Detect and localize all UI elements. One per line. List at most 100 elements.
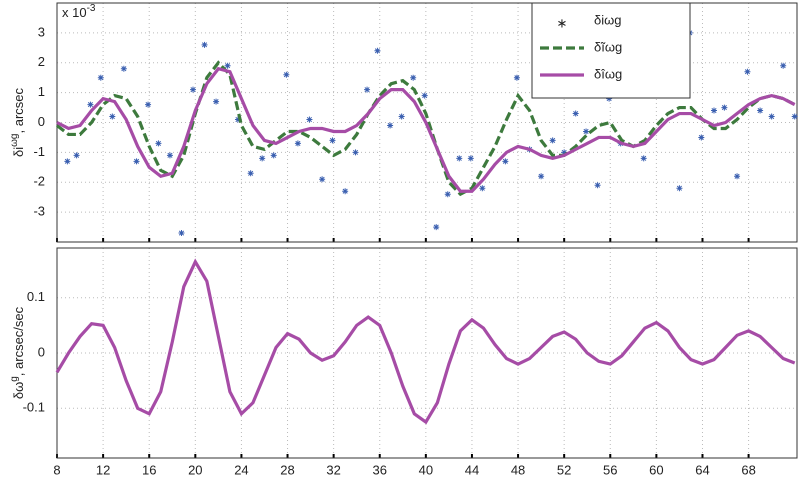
y-tick-label: -3 xyxy=(33,204,45,219)
x-tick-label: 56 xyxy=(603,462,617,477)
scatter-star xyxy=(73,152,80,159)
legend-box xyxy=(531,2,691,99)
x-tick-label: 68 xyxy=(741,462,755,477)
scatter-star xyxy=(711,107,718,114)
y-tick-label: 2 xyxy=(38,54,45,69)
scatter-star xyxy=(270,152,277,159)
scatter-star xyxy=(538,173,545,180)
x-tick-label: 36 xyxy=(373,462,387,477)
legend-symbol: ∗ xyxy=(557,15,568,30)
scatter-star xyxy=(259,155,266,162)
series-line xyxy=(56,66,796,193)
legend: ∗ δiωg δĩωg δîωg xyxy=(531,2,691,99)
y-axis-label-rest: , arcsec xyxy=(11,87,26,133)
y-tick-label: 0 xyxy=(38,114,45,129)
scatter-star xyxy=(364,86,371,93)
axis-multiplier: x 10-3 xyxy=(62,3,96,21)
scatter-star xyxy=(190,86,197,93)
x-tick-label: 48 xyxy=(511,462,525,477)
x-tick-label: 44 xyxy=(465,462,479,477)
scatter-star xyxy=(676,185,683,192)
legend-label: δĩωg xyxy=(594,39,622,54)
scatter-star xyxy=(247,170,254,177)
axis-multiplier-base: x 10 xyxy=(62,5,87,20)
scatter-star xyxy=(109,113,116,120)
series-line xyxy=(56,60,796,197)
scatter-star xyxy=(329,137,336,144)
scatter-star xyxy=(87,101,94,108)
y-tick-label: 3 xyxy=(38,24,45,39)
scatter-star xyxy=(145,101,152,108)
scatter-star xyxy=(224,62,231,69)
scatter-star xyxy=(640,155,647,162)
scatter-star xyxy=(64,158,71,165)
scatter-star xyxy=(97,74,104,81)
scatter-star xyxy=(744,68,751,75)
scatter-star xyxy=(133,158,140,165)
scatter-star xyxy=(572,110,579,117)
x-tick-label: 12 xyxy=(96,462,110,477)
x-tick-label: 24 xyxy=(234,462,248,477)
y-tick-label: 1 xyxy=(38,84,45,99)
scatter-star xyxy=(549,137,556,144)
scatter-star xyxy=(791,113,798,120)
scatter-star xyxy=(421,92,428,99)
axis-multiplier-sup: -3 xyxy=(87,3,96,14)
series-line xyxy=(55,258,796,425)
scatter-star xyxy=(319,176,326,183)
x-tick-label: 64 xyxy=(695,462,709,477)
scatter-star xyxy=(201,41,208,48)
y-axis-label-base: δω xyxy=(11,382,26,399)
scatter-star xyxy=(444,191,451,198)
scatter-star xyxy=(768,113,775,120)
scatter-star xyxy=(342,188,349,195)
x-tick-label: 32 xyxy=(326,462,340,477)
scatter-star xyxy=(234,116,241,123)
scatter-star xyxy=(387,122,394,129)
y-axis-label: δiωg, arcsec xyxy=(9,87,27,157)
scatter-star xyxy=(410,74,417,81)
scatter-star xyxy=(757,107,764,114)
scatter-star xyxy=(721,104,728,111)
scatter-star xyxy=(433,224,440,231)
y-tick-label: -2 xyxy=(33,174,45,189)
scatter-star xyxy=(479,185,486,192)
x-tick-label: 40 xyxy=(419,462,433,477)
scatter-star xyxy=(213,98,220,105)
y-tick-label: 0.1 xyxy=(27,289,45,304)
legend-label: δîωg xyxy=(594,66,622,81)
scatter-star xyxy=(352,149,359,156)
y-axis-label-sup: g xyxy=(9,376,20,382)
scatter-star xyxy=(734,173,741,180)
y-tick-label: 0 xyxy=(38,344,45,359)
scatter-star xyxy=(166,152,173,159)
y-axis-label-base: δi xyxy=(11,147,26,157)
y-axis-label-rest: , arcsec/sec xyxy=(11,306,26,376)
scatter-star xyxy=(502,158,509,165)
legend-label: δiωg xyxy=(594,12,622,27)
scatter-star xyxy=(606,95,613,102)
scatter-star xyxy=(594,182,601,189)
scatter-star xyxy=(374,47,381,54)
scatter-star xyxy=(398,113,405,120)
scatter-star xyxy=(780,62,787,69)
scatter-star xyxy=(456,155,463,162)
scatter-star xyxy=(561,149,568,156)
x-tick-label: 60 xyxy=(649,462,663,477)
x-tick-label: 52 xyxy=(557,462,571,477)
x-tick-label: 16 xyxy=(142,462,156,477)
y-axis-label: δωg, arcsec/sec xyxy=(9,306,27,399)
scatter-star xyxy=(467,155,474,162)
scatter-star xyxy=(513,74,520,81)
plot-frame xyxy=(56,247,798,459)
y-tick-label: -1 xyxy=(33,144,45,159)
scatter-star xyxy=(583,128,590,135)
y-tick-label: -0.1 xyxy=(23,400,45,415)
scatter-star xyxy=(155,140,162,147)
y-axis-label-sup: ωg xyxy=(9,134,20,147)
scatter-star xyxy=(178,230,185,237)
scatter-star xyxy=(698,134,705,141)
scatter-star xyxy=(306,116,313,123)
scatter-star xyxy=(294,140,301,147)
